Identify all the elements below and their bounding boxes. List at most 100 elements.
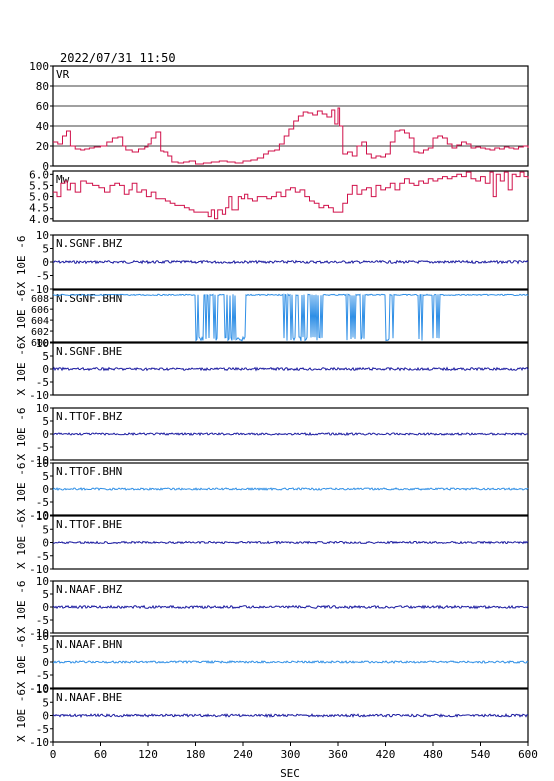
- y-tick-label: 0: [42, 656, 49, 669]
- panel-label: N.NAAF.BHE: [56, 691, 122, 704]
- y-tick-label: 10: [36, 337, 49, 350]
- x-tick-label: 120: [138, 748, 158, 761]
- y-tick-label: 5: [42, 643, 49, 656]
- x-tick-label: 0: [50, 748, 57, 761]
- y-tick-label: -10: [29, 283, 49, 296]
- y-tick-label: 20: [36, 140, 49, 153]
- y-tick-label: -10: [29, 682, 49, 695]
- y-tick-label: 5.0: [29, 191, 49, 204]
- series-line: [52, 293, 529, 342]
- y-axis-unit-label: X 10E -6: [15, 408, 28, 461]
- y-tick-label: 10: [36, 229, 49, 242]
- panel-frame: [52, 65, 529, 167]
- y-tick-label: 0: [42, 710, 49, 723]
- y-tick-label: -10: [29, 736, 49, 749]
- y-tick-label: 0: [42, 483, 49, 496]
- panel-frame: [52, 170, 529, 222]
- y-tick-label: -5: [36, 550, 49, 563]
- y-tick-label: -5: [36, 376, 49, 389]
- y-tick-label: 10: [36, 575, 49, 588]
- y-tick-label: 5: [42, 415, 49, 428]
- x-tick-label: 180: [186, 748, 206, 761]
- panel-frame: [52, 289, 529, 343]
- series-line: [53, 107, 529, 165]
- y-axis-unit-label: X 10E -6: [15, 581, 28, 634]
- y-tick-label: -10: [29, 627, 49, 640]
- y-tick-label: 10: [36, 402, 49, 415]
- y-tick-label: -10: [29, 389, 49, 402]
- series-line: [52, 604, 529, 610]
- y-tick-label: -5: [36, 496, 49, 509]
- y-tick-label: 5: [42, 243, 49, 256]
- y-tick-label: 5: [42, 350, 49, 363]
- y-tick-label: 10: [36, 630, 49, 643]
- y-axis-unit-label: X 10E -6: [15, 343, 28, 396]
- panel-label: N.NAAF.BHN: [56, 638, 122, 651]
- y-tick-label: 0: [42, 601, 49, 614]
- y-tick-label: 6.0: [29, 168, 49, 181]
- y-axis-unit-label: X 10E -6: [15, 236, 28, 289]
- x-tick-label: 600: [518, 748, 538, 761]
- y-tick-label: -10: [29, 454, 49, 467]
- y-tick-label: -5: [36, 669, 49, 682]
- x-tick-label: 540: [471, 748, 491, 761]
- series-line: [52, 366, 529, 372]
- y-tick-label: 606: [31, 305, 49, 316]
- series-line: [53, 171, 529, 220]
- panel-mw: 4.04.55.05.56.0 Mw: [29, 168, 529, 226]
- y-axis-unit-label: X 10E -6: [15, 290, 28, 343]
- y-axis-unit-label: X 10E -6: [15, 463, 28, 516]
- x-tick-label: 300: [281, 748, 301, 761]
- panel-label: N.NAAF.BHZ: [56, 583, 123, 596]
- plot-timestamp: 2022/07/31 11:50: [60, 51, 176, 65]
- series-line: [52, 487, 529, 491]
- y-axis-unit-label: X 10E -6: [15, 516, 28, 569]
- x-tick-label: 420: [376, 748, 396, 761]
- y-tick-label: 600: [31, 338, 49, 349]
- y-tick-label: 5: [42, 588, 49, 601]
- y-tick-label: 40: [36, 120, 49, 133]
- series-line: [52, 259, 529, 265]
- panel-vr: 0 20 40 60 80 100 VR: [29, 60, 529, 173]
- y-tick-label: 602: [31, 327, 49, 338]
- panel-label: N.TTOF.BHE: [56, 518, 122, 531]
- y-tick-label: 5: [42, 696, 49, 709]
- y-tick-label: -5: [36, 723, 49, 736]
- y-tick-label: 100: [29, 60, 49, 73]
- series-line: [53, 659, 529, 664]
- y-tick-label: -10: [29, 563, 49, 576]
- panel-label: VR: [56, 68, 70, 81]
- y-tick-label: 10: [36, 457, 49, 470]
- x-tick-label: 240: [233, 748, 253, 761]
- y-tick-label: -5: [36, 441, 49, 454]
- y-tick-label: 4.5: [29, 202, 49, 215]
- series-line: [52, 431, 529, 437]
- x-axis-label: SEC: [280, 767, 300, 780]
- y-tick-label: 80: [36, 80, 49, 93]
- y-tick-label: 0: [42, 537, 49, 550]
- y-tick-label: 0: [42, 160, 49, 173]
- panel-label: N.SGNF.BHN: [56, 292, 122, 305]
- y-tick-label: 0: [42, 363, 49, 376]
- series-line: [52, 540, 529, 545]
- x-tick-label: 480: [423, 748, 443, 761]
- y-tick-label: 5: [42, 470, 49, 483]
- y-tick-label: 5.5: [29, 179, 49, 192]
- y-tick-label: 0: [42, 256, 49, 269]
- y-tick-label: 10: [36, 510, 49, 523]
- y-tick-label: 5: [42, 523, 49, 536]
- y-axis-unit-label: X 10E -6: [15, 636, 28, 689]
- y-tick-label: 604: [31, 316, 49, 327]
- series-line: [52, 712, 528, 718]
